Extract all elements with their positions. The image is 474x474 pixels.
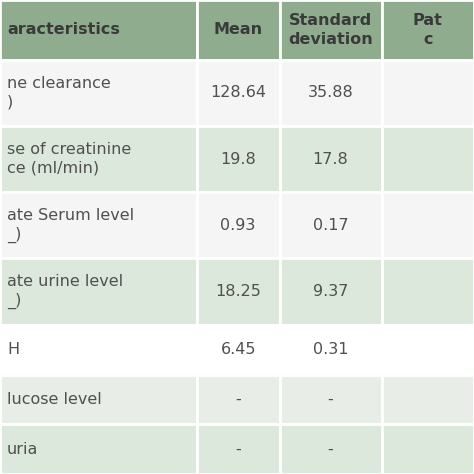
Bar bbox=[0, 374, 197, 424]
Text: 0.93: 0.93 bbox=[220, 218, 256, 233]
Text: Mean: Mean bbox=[214, 22, 263, 37]
Text: lucose level: lucose level bbox=[7, 392, 102, 407]
Text: ne clearance
): ne clearance ) bbox=[7, 76, 111, 109]
Text: ate Serum level
_): ate Serum level _) bbox=[7, 208, 134, 243]
Bar bbox=[382, 0, 474, 60]
Bar bbox=[197, 424, 280, 474]
Bar bbox=[382, 126, 474, 192]
Bar bbox=[280, 60, 382, 126]
Bar bbox=[0, 424, 197, 474]
Bar bbox=[0, 60, 197, 126]
Bar bbox=[0, 258, 197, 325]
Bar bbox=[382, 325, 474, 374]
Text: aracteristics: aracteristics bbox=[7, 22, 120, 37]
Text: -: - bbox=[235, 392, 241, 407]
Text: Standard
deviation: Standard deviation bbox=[288, 13, 373, 46]
Bar bbox=[280, 0, 382, 60]
Bar bbox=[280, 192, 382, 258]
Bar bbox=[197, 374, 280, 424]
Text: uria: uria bbox=[7, 442, 38, 456]
Bar bbox=[382, 192, 474, 258]
Bar bbox=[280, 424, 382, 474]
Bar bbox=[197, 325, 280, 374]
Bar bbox=[197, 126, 280, 192]
Text: -: - bbox=[328, 442, 334, 456]
Bar bbox=[197, 60, 280, 126]
Text: 18.25: 18.25 bbox=[215, 284, 261, 299]
Bar bbox=[0, 126, 197, 192]
Text: se of creatinine
ce (ml/min): se of creatinine ce (ml/min) bbox=[7, 142, 131, 176]
Bar bbox=[197, 0, 280, 60]
Bar bbox=[280, 325, 382, 374]
Bar bbox=[280, 126, 382, 192]
Text: 6.45: 6.45 bbox=[220, 342, 256, 357]
Bar bbox=[382, 258, 474, 325]
Text: Pat
c: Pat c bbox=[413, 13, 443, 46]
Text: 17.8: 17.8 bbox=[313, 152, 348, 166]
Text: -: - bbox=[328, 392, 334, 407]
Bar bbox=[197, 258, 280, 325]
Text: 128.64: 128.64 bbox=[210, 85, 266, 100]
Bar bbox=[280, 374, 382, 424]
Bar bbox=[0, 0, 197, 60]
Bar bbox=[197, 192, 280, 258]
Text: ate urine level
_): ate urine level _) bbox=[7, 274, 123, 309]
Text: 0.31: 0.31 bbox=[313, 342, 348, 357]
Text: 19.8: 19.8 bbox=[220, 152, 256, 166]
Bar bbox=[0, 325, 197, 374]
Text: 0.17: 0.17 bbox=[313, 218, 348, 233]
Bar bbox=[382, 374, 474, 424]
Text: -: - bbox=[235, 442, 241, 456]
Bar bbox=[0, 192, 197, 258]
Bar bbox=[280, 258, 382, 325]
Text: H: H bbox=[7, 342, 19, 357]
Bar bbox=[382, 424, 474, 474]
Text: 9.37: 9.37 bbox=[313, 284, 348, 299]
Bar bbox=[382, 60, 474, 126]
Text: 35.88: 35.88 bbox=[308, 85, 354, 100]
